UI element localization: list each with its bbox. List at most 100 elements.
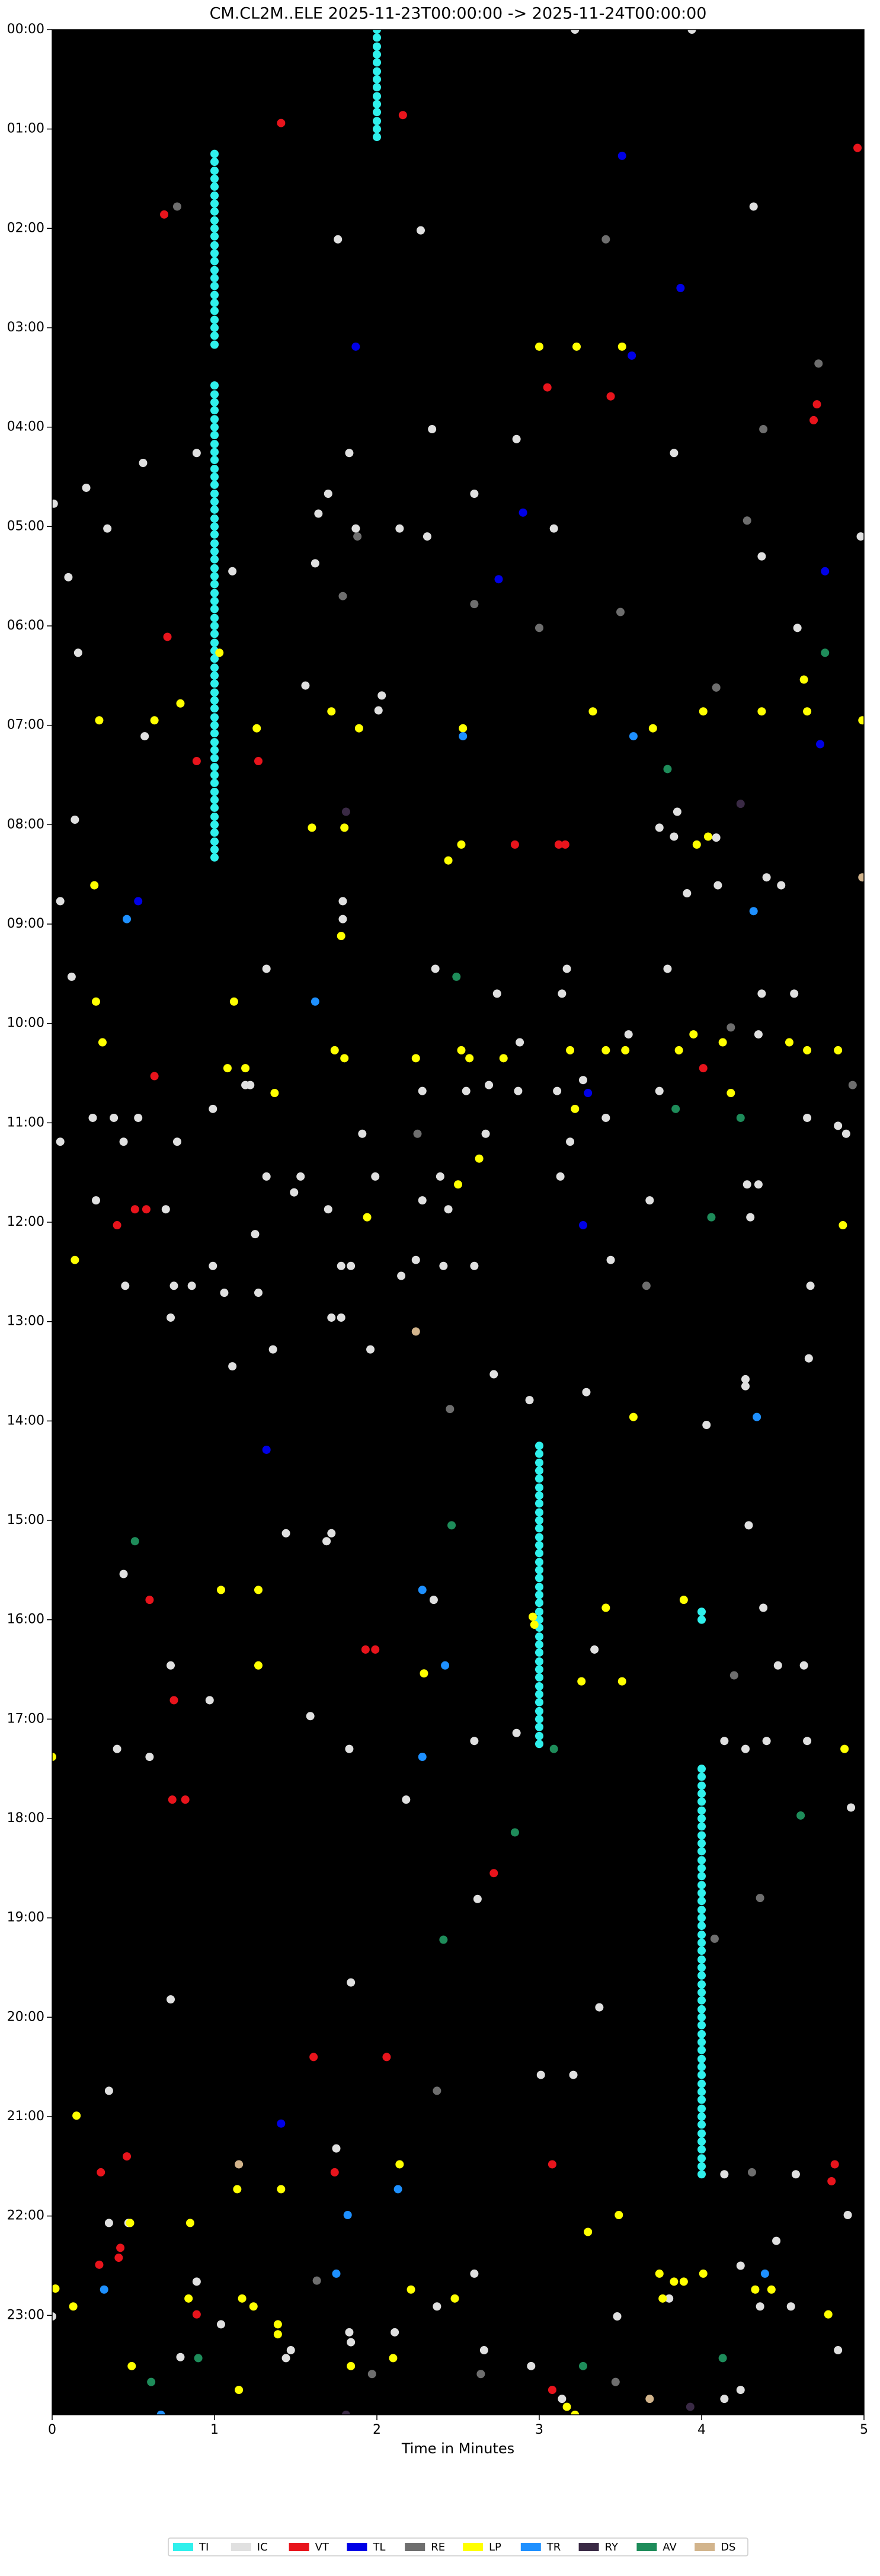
event-dot bbox=[337, 1313, 345, 1322]
event-dot bbox=[113, 1221, 121, 1230]
marks-layer bbox=[52, 30, 864, 2415]
event-dot bbox=[210, 191, 219, 200]
event-dot bbox=[601, 1046, 610, 1054]
event-dot bbox=[479, 2346, 488, 2355]
event-dot bbox=[281, 2354, 290, 2363]
legend-label: TR bbox=[546, 2541, 561, 2553]
event-dot bbox=[535, 1466, 543, 1475]
event-dot bbox=[601, 235, 610, 244]
event-dot bbox=[535, 1632, 543, 1641]
event-dot bbox=[697, 2030, 706, 2038]
event-dot bbox=[210, 174, 219, 183]
event-dot bbox=[210, 613, 219, 622]
y-tick-label: 20:00 bbox=[7, 2009, 44, 2024]
event-dot bbox=[697, 1955, 706, 1964]
event-dot bbox=[358, 1129, 367, 1138]
event-dot bbox=[642, 1281, 651, 1290]
event-dot bbox=[210, 448, 219, 456]
event-dot bbox=[512, 434, 521, 443]
event-dot bbox=[411, 1054, 420, 1063]
event-dot bbox=[210, 331, 219, 340]
event-dot bbox=[167, 1995, 175, 2004]
event-dot bbox=[697, 1881, 706, 1890]
event-dot bbox=[670, 449, 679, 458]
event-dot bbox=[697, 1872, 706, 1881]
event-dot bbox=[210, 299, 219, 308]
event-dot bbox=[210, 224, 219, 233]
event-dot bbox=[450, 2294, 459, 2303]
event-dot bbox=[535, 1731, 543, 1740]
event-dot bbox=[233, 2185, 242, 2194]
event-dot bbox=[210, 572, 219, 581]
event-dot bbox=[341, 807, 350, 816]
event-dot bbox=[827, 2177, 836, 2185]
event-dot bbox=[123, 2152, 132, 2161]
event-dot bbox=[373, 67, 381, 76]
event-dot bbox=[130, 1537, 139, 1546]
event-dot bbox=[210, 539, 219, 548]
event-dot bbox=[373, 50, 381, 59]
event-dot bbox=[187, 1281, 196, 1290]
event-dot bbox=[371, 1645, 380, 1654]
event-dot bbox=[103, 524, 112, 533]
event-dot bbox=[697, 2145, 706, 2154]
event-dot bbox=[192, 757, 201, 766]
legend-swatch bbox=[463, 2543, 483, 2551]
y-tick-label: 05:00 bbox=[7, 519, 44, 533]
event-dot bbox=[176, 699, 185, 708]
y-tick-label: 15:00 bbox=[7, 1513, 44, 1527]
event-dot bbox=[210, 490, 219, 498]
event-dot bbox=[254, 1586, 263, 1594]
event-dot bbox=[262, 1445, 271, 1454]
event-dot bbox=[673, 807, 681, 816]
event-dot bbox=[52, 2312, 56, 2321]
x-tick-label: 1 bbox=[210, 2422, 219, 2437]
event-dot bbox=[95, 2260, 104, 2269]
event-dot bbox=[210, 803, 219, 812]
event-dot bbox=[578, 2361, 587, 2370]
event-dot bbox=[697, 1946, 706, 1955]
event-dot bbox=[554, 840, 563, 849]
event-dot bbox=[249, 2302, 258, 2311]
event-dot bbox=[465, 1054, 474, 1063]
event-dot bbox=[332, 2144, 341, 2153]
event-dot bbox=[535, 1673, 543, 1682]
event-dot bbox=[629, 732, 638, 741]
event-dot bbox=[796, 1811, 805, 1820]
event-dot bbox=[373, 30, 381, 34]
legend-label: RY bbox=[605, 2541, 619, 2553]
event-dot bbox=[185, 2219, 194, 2227]
event-dot bbox=[235, 2386, 244, 2395]
event-dot bbox=[617, 342, 626, 351]
event-dot bbox=[210, 721, 219, 730]
event-dot bbox=[702, 1421, 711, 1430]
event-dot bbox=[749, 202, 758, 211]
event-dot bbox=[697, 1839, 706, 1848]
event-dot bbox=[741, 1382, 750, 1391]
event-dot bbox=[571, 1104, 580, 1113]
event-dot bbox=[324, 1205, 332, 1214]
event-dot bbox=[210, 713, 219, 722]
event-dot bbox=[229, 997, 238, 1006]
legend-label: RE bbox=[431, 2541, 445, 2553]
event-dot bbox=[671, 1104, 680, 1113]
event-dot bbox=[210, 671, 219, 680]
event-dot bbox=[697, 1814, 706, 1823]
event-dot bbox=[707, 1213, 716, 1222]
event-dot bbox=[411, 1255, 420, 1264]
event-dot bbox=[210, 216, 219, 225]
event-dot bbox=[327, 1313, 336, 1322]
event-dot bbox=[340, 1054, 349, 1063]
event-dot bbox=[71, 1255, 79, 1264]
event-dot bbox=[441, 1661, 450, 1670]
event-dot bbox=[535, 1690, 543, 1699]
event-dot bbox=[194, 2354, 203, 2363]
event-dot bbox=[121, 1281, 130, 1290]
event-dot bbox=[156, 2411, 165, 2415]
event-dot bbox=[535, 1715, 543, 1724]
y-tick-label: 09:00 bbox=[7, 916, 44, 931]
event-dot bbox=[670, 832, 679, 841]
event-dot bbox=[697, 1996, 706, 2005]
